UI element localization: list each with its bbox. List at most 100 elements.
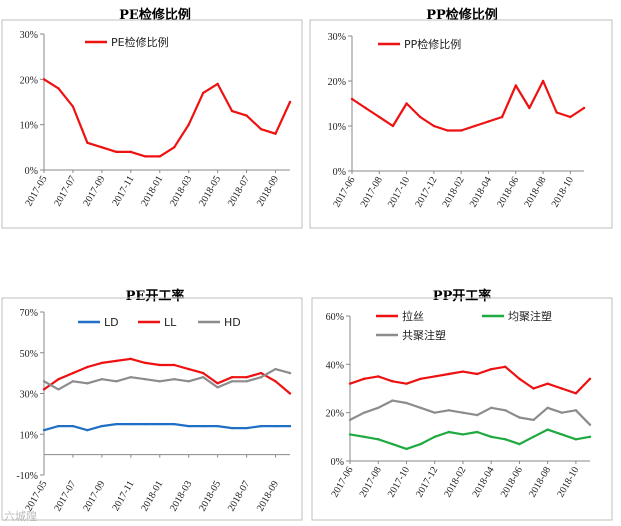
- data-point: [362, 377, 366, 381]
- x-tick-label: 2017-08: [359, 175, 385, 209]
- x-tick-label: 2017-09: [81, 479, 107, 513]
- data-point: [574, 409, 578, 412]
- data-point: [187, 123, 190, 126]
- legend-label: LD: [104, 316, 119, 329]
- x-tick-label: 2018-07: [226, 479, 252, 513]
- data-point: [230, 380, 234, 383]
- x-tick-label: 2018-01: [139, 174, 165, 208]
- data-point: [144, 361, 147, 365]
- chart-frame: [1, 297, 303, 521]
- data-point: [405, 401, 408, 405]
- data-point: [475, 430, 479, 434]
- data-point: [489, 367, 493, 371]
- x-tick-label: 2018-10: [550, 175, 576, 209]
- data-point: [115, 380, 118, 383]
- data-point: [173, 146, 176, 149]
- data-point: [57, 87, 60, 90]
- legend-label: PP检修比例: [404, 37, 461, 51]
- x-tick-label: 2017-11: [110, 174, 136, 208]
- data-point: [528, 106, 531, 110]
- x-tick-label: 2017-07: [52, 174, 78, 208]
- data-point: [230, 426, 234, 430]
- x-tick-label: 2018-02: [442, 465, 468, 499]
- data-point: [433, 375, 436, 378]
- x-tick-label: 2018-10: [555, 465, 581, 499]
- data-point: [201, 376, 205, 379]
- data-point: [405, 447, 408, 451]
- data-point: [201, 371, 205, 375]
- data-point: [86, 382, 89, 385]
- data-point: [574, 392, 578, 395]
- series-line-2: [349, 428, 591, 450]
- data-point: [144, 155, 147, 158]
- data-point: [377, 406, 380, 410]
- data-point: [86, 428, 89, 432]
- chart-frame: [1, 19, 303, 229]
- x-tick-label: 2018-06: [499, 465, 525, 499]
- data-point: [588, 435, 592, 439]
- data-point: [461, 433, 465, 436]
- data-point: [42, 380, 46, 383]
- data-point: [42, 388, 46, 391]
- data-point: [433, 435, 436, 439]
- data-point: [504, 365, 507, 368]
- x-tick-label: 2017-09: [81, 174, 107, 208]
- y-tick-label: 10%: [20, 121, 38, 132]
- x-tick-label: 2018-05: [197, 174, 223, 208]
- y-tick-label: 50%: [20, 349, 38, 360]
- data-point: [588, 423, 592, 426]
- data-point: [348, 382, 352, 385]
- data-point: [518, 416, 521, 419]
- data-point: [569, 115, 572, 119]
- series-line-1: [43, 423, 290, 432]
- data-point: [158, 380, 161, 383]
- data-point: [560, 433, 563, 436]
- data-point: [115, 422, 118, 426]
- data-point: [129, 422, 133, 426]
- data-point: [500, 115, 504, 119]
- data-point: [230, 109, 234, 113]
- data-point: [582, 106, 586, 110]
- data-point: [518, 377, 521, 381]
- y-tick-label: 40%: [326, 360, 344, 371]
- series-line-2: [43, 357, 291, 395]
- data-point: [274, 380, 277, 383]
- data-point: [532, 435, 535, 439]
- data-point: [391, 399, 394, 402]
- data-point: [71, 371, 75, 375]
- data-point: [391, 124, 395, 128]
- data-point: [405, 102, 408, 105]
- data-point: [245, 380, 248, 383]
- data-point: [447, 409, 451, 412]
- y-tick-label: 60%: [326, 312, 344, 323]
- x-tick-label: 2017-11: [110, 479, 136, 513]
- data-point: [288, 371, 292, 375]
- data-point: [504, 438, 507, 441]
- data-point: [216, 424, 219, 428]
- data-point: [432, 124, 436, 128]
- data-point: [546, 382, 549, 385]
- x-tick-label: 2018-04: [468, 175, 494, 209]
- data-point: [391, 442, 394, 446]
- data-point: [144, 378, 147, 381]
- data-point: [362, 435, 366, 439]
- data-point: [187, 380, 190, 383]
- data-point: [129, 150, 133, 154]
- data-point: [560, 387, 563, 390]
- data-point: [447, 430, 451, 434]
- data-point: [100, 424, 104, 428]
- data-point: [419, 406, 422, 410]
- data-point: [129, 357, 133, 361]
- data-point: [362, 411, 366, 414]
- data-point: [377, 375, 380, 378]
- legend-label: LL: [164, 316, 177, 329]
- data-point: [57, 424, 60, 428]
- x-tick-label: 2018-07: [226, 174, 252, 208]
- watermark: 六城隍: [4, 510, 37, 523]
- data-point: [259, 376, 263, 379]
- data-point: [259, 424, 263, 428]
- y-tick-label: 0%: [333, 167, 346, 178]
- data-point: [391, 380, 394, 383]
- y-tick-label: 30%: [328, 32, 346, 43]
- data-point: [216, 382, 219, 385]
